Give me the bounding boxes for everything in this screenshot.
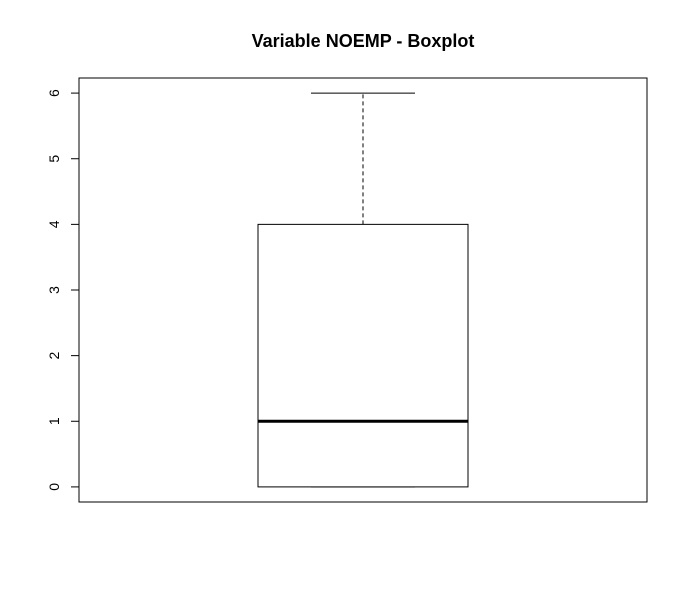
y-tick-label: 5 bbox=[46, 155, 62, 163]
y-tick-label: 4 bbox=[46, 220, 62, 228]
y-tick-label: 0 bbox=[46, 483, 62, 491]
chart-title: Variable NOEMP - Boxplot bbox=[252, 31, 475, 51]
y-tick-label: 2 bbox=[46, 352, 62, 360]
iqr-box bbox=[257, 223, 469, 488]
y-axis: 0 1 2 3 4 5 6 bbox=[46, 89, 80, 491]
y-tick-label: 3 bbox=[46, 286, 62, 294]
y-tick-label: 1 bbox=[46, 417, 62, 425]
box-group bbox=[257, 92, 469, 488]
y-tick-label: 6 bbox=[46, 89, 62, 97]
